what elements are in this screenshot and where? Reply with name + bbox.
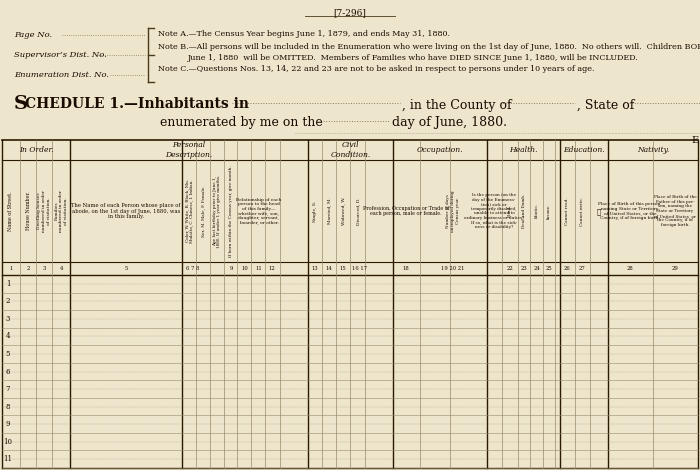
Text: Divorced, D.: Divorced, D. xyxy=(356,197,360,225)
Text: Education.: Education. xyxy=(564,146,605,154)
Text: 1: 1 xyxy=(6,280,10,288)
Text: Insane.: Insane. xyxy=(547,203,551,219)
Text: Dwelling houses
numbered in order
of visitation.: Dwelling houses numbered in order of vis… xyxy=(37,190,50,232)
Text: 4: 4 xyxy=(60,266,63,271)
Text: 9: 9 xyxy=(6,420,10,428)
Text: Deaf and Dumb.: Deaf and Dumb. xyxy=(522,194,526,228)
Text: CHEDULE 1.—Inhabitants in: CHEDULE 1.—Inhabitants in xyxy=(25,97,249,111)
Text: Sex. M. Male, F. Female.: Sex. M. Male, F. Female. xyxy=(201,185,205,237)
Text: 26: 26 xyxy=(564,266,570,271)
Text: 5: 5 xyxy=(125,266,127,271)
Text: 12: 12 xyxy=(269,266,275,271)
Text: 25: 25 xyxy=(545,266,552,271)
Text: 13: 13 xyxy=(312,266,318,271)
Text: 3: 3 xyxy=(42,266,46,271)
Text: Note A.—The Census Year begins June 1, 1879, and ends May 31, 1880.: Note A.—The Census Year begins June 1, 1… xyxy=(158,30,450,38)
Text: Profession, Occupation or Trade of
each person, male or female.: Profession, Occupation or Trade of each … xyxy=(363,205,449,216)
Text: 16 17: 16 17 xyxy=(352,266,368,271)
Text: 2: 2 xyxy=(6,298,10,306)
Text: Place of Birth of this person,
naming State or Territory
of United States, or th: Place of Birth of this person, naming St… xyxy=(598,202,662,220)
Text: Occupation.: Occupation. xyxy=(416,146,463,154)
Text: House Number.: House Number. xyxy=(25,192,31,230)
Text: Name of Street.: Name of Street. xyxy=(8,191,13,231)
Text: 27: 27 xyxy=(579,266,585,271)
Text: 11: 11 xyxy=(4,455,13,463)
Text: 1: 1 xyxy=(9,266,13,271)
Text: 24: 24 xyxy=(533,266,540,271)
Text: Number of days
unemployed during
Census year.: Number of days unemployed during Census … xyxy=(447,190,460,232)
Text: The Name of each Person whose place of
abode, on the 1st day of June, 1880, was
: The Name of each Person whose place of a… xyxy=(71,203,181,219)
Text: 23: 23 xyxy=(521,266,527,271)
Text: Supervisor’s Dist. No.: Supervisor’s Dist. No. xyxy=(14,51,106,59)
Text: 9: 9 xyxy=(230,266,232,271)
Text: 14: 14 xyxy=(326,266,332,271)
Text: 10: 10 xyxy=(241,266,248,271)
Text: Color, W. White, B. Black, Mu.
Mulatto, C. Chinese, I. Indian.: Color, W. White, B. Black, Mu. Mulatto, … xyxy=(185,179,193,243)
Text: Enumeration Dist. No.: Enumeration Dist. No. xyxy=(14,71,109,79)
Text: Civil
Condition.: Civil Condition. xyxy=(330,141,370,159)
Text: If born within the Census year, give month.: If born within the Census year, give mon… xyxy=(229,165,233,257)
Text: Personal
Description.: Personal Description. xyxy=(165,141,213,159)
Text: ✓: ✓ xyxy=(597,207,601,215)
Text: [7-296]: [7-296] xyxy=(334,8,366,17)
Text: 4: 4 xyxy=(6,332,10,340)
Text: Cannot read.: Cannot read. xyxy=(565,197,569,225)
Text: June 1, 1880  will be OMITTED.  Members of Families who have DIED SINCE June 1, : June 1, 1880 will be OMITTED. Members of… xyxy=(188,54,639,62)
Text: 3: 3 xyxy=(6,315,10,323)
Text: Is the person (on the
day of the Enumera-
tion) sick or
temporarily disabled,
un: Is the person (on the day of the Enumera… xyxy=(464,193,524,229)
Text: 28: 28 xyxy=(626,266,634,271)
Text: 19 20 21: 19 20 21 xyxy=(441,266,465,271)
Text: Married, M.: Married, M. xyxy=(327,197,331,225)
Text: Families
numbered in order
of visitation.: Families numbered in order of visitation… xyxy=(55,190,68,232)
Text: Single, S.: Single, S. xyxy=(313,200,317,221)
Text: Page No.: Page No. xyxy=(14,31,52,39)
Text: Place of Birth of the
Father of this per-
son, naming the
State or Territory
of : Place of Birth of the Father of this per… xyxy=(654,195,696,227)
Text: Note C.—Questions Nos. 13, 14, 22 and 23 are not to be asked in respect to perso: Note C.—Questions Nos. 13, 14, 22 and 23… xyxy=(158,65,594,73)
Text: enumerated by me on the: enumerated by me on the xyxy=(160,116,323,129)
Text: 10: 10 xyxy=(4,438,13,446)
Text: 6: 6 xyxy=(6,368,10,376)
Text: day of June, 1880.: day of June, 1880. xyxy=(392,116,507,129)
Text: 29: 29 xyxy=(671,266,678,271)
Text: Health.: Health. xyxy=(510,146,538,154)
Text: Idiotic.: Idiotic. xyxy=(535,204,539,219)
Text: 6 7 8: 6 7 8 xyxy=(186,266,200,271)
Text: E: E xyxy=(692,136,699,145)
Text: , in the County of: , in the County of xyxy=(402,99,512,112)
Text: In Order.: In Order. xyxy=(19,146,53,154)
Text: 8: 8 xyxy=(6,403,10,411)
Text: Age last birthday prior to June 1,
1880. If under 1 year give months.: Age last birthday prior to June 1, 1880.… xyxy=(213,174,221,248)
Text: 5: 5 xyxy=(6,350,10,358)
Text: , State of: , State of xyxy=(577,99,634,112)
Text: 7: 7 xyxy=(6,385,10,393)
Text: Relationship of each
person to the head
of this family—
whether wife, son,
daugh: Relationship of each person to the head … xyxy=(237,197,281,225)
Text: 2: 2 xyxy=(27,266,29,271)
Text: S: S xyxy=(14,95,28,113)
Text: 15: 15 xyxy=(340,266,346,271)
Text: Nativity.: Nativity. xyxy=(637,146,669,154)
Text: Widowed, W.: Widowed, W. xyxy=(341,197,345,225)
Text: Blind.: Blind. xyxy=(508,205,512,217)
Text: Note B.—All persons will be included in the Enumeration who were living on the 1: Note B.—All persons will be included in … xyxy=(158,43,700,51)
Text: Cannot write.: Cannot write. xyxy=(580,196,584,226)
Text: 11: 11 xyxy=(256,266,262,271)
Text: 18: 18 xyxy=(402,266,409,271)
Text: 22: 22 xyxy=(507,266,513,271)
